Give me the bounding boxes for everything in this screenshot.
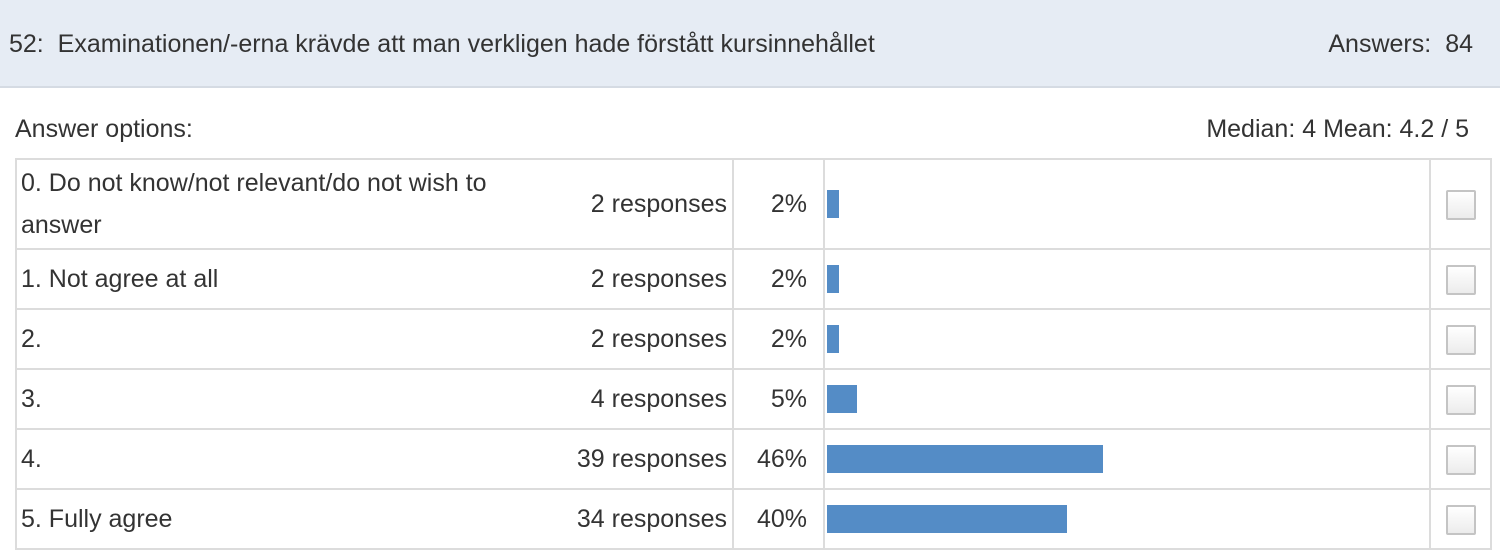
answers-count: 84 (1445, 30, 1473, 58)
option-label: 2. (21, 325, 42, 353)
select-checkbox[interactable] (1445, 325, 1476, 356)
response-count: 34 responses (576, 505, 727, 533)
question-number: 52: (9, 30, 44, 58)
question-header: 52: Examinationen/-erna krävde att man v… (0, 0, 1500, 88)
bar-cell (823, 488, 1431, 550)
option-cell: 3. 4 responses (15, 368, 733, 430)
percentage: 40% (732, 488, 825, 550)
response-bar (827, 190, 839, 218)
response-count: 2 responses (590, 325, 727, 353)
option-label: 5. Fully agree (21, 505, 173, 533)
response-bar (827, 385, 857, 413)
checkbox-cell (1429, 428, 1492, 490)
option-label: 0. Do not know/not relevant/do not wish … (21, 169, 487, 239)
question-title: 52: Examinationen/-erna krävde att man v… (9, 29, 875, 59)
table-row: 4. 39 responses 46% (15, 428, 1492, 490)
select-checkbox[interactable] (1445, 265, 1476, 296)
select-checkbox[interactable] (1445, 385, 1476, 416)
option-cell: 5. Fully agree 34 responses (15, 488, 733, 550)
option-label: 1. Not agree at all (21, 265, 219, 293)
response-bar (827, 265, 839, 293)
response-bar (827, 325, 839, 353)
checkbox-cell (1429, 308, 1492, 370)
bar-cell (823, 158, 1431, 250)
checkbox-cell (1429, 158, 1492, 250)
option-label: 3. (21, 385, 42, 413)
percentage: 2% (732, 248, 825, 310)
option-cell: 2. 2 responses (15, 308, 733, 370)
select-checkbox[interactable] (1445, 190, 1476, 221)
option-cell: 4. 39 responses (15, 428, 733, 490)
results-table: 0. Do not know/not relevant/do not wish … (15, 158, 1492, 550)
option-cell: 1. Not agree at all 2 responses (15, 248, 733, 310)
table-row: 1. Not agree at all 2 responses 2% (15, 248, 1492, 310)
response-count: 2 responses (590, 265, 727, 293)
table-row: 3. 4 responses 5% (15, 368, 1492, 430)
response-count: 39 responses (576, 445, 727, 473)
answer-options-label: Answer options: (15, 115, 193, 143)
answers-summary: Answers: 84 (1328, 29, 1473, 59)
select-checkbox[interactable] (1445, 445, 1476, 476)
option-cell: 0. Do not know/not relevant/do not wish … (15, 158, 733, 250)
checkbox-cell (1429, 368, 1492, 430)
checkbox-cell (1429, 488, 1492, 550)
response-bar (827, 445, 1103, 473)
option-label: 4. (21, 445, 42, 473)
response-count: 2 responses (590, 190, 727, 218)
percentage: 2% (732, 158, 825, 250)
table-row: 2. 2 responses 2% (15, 308, 1492, 370)
table-row: 0. Do not know/not relevant/do not wish … (15, 158, 1492, 250)
select-checkbox[interactable] (1445, 505, 1476, 536)
response-count: 4 responses (590, 385, 727, 413)
statistics-summary: Median: 4 Mean: 4.2 / 5 (1206, 115, 1469, 143)
percentage: 46% (732, 428, 825, 490)
table-row: 5. Fully agree 34 responses 40% (15, 488, 1492, 550)
bar-cell (823, 428, 1431, 490)
question-text: Examinationen/-erna krävde att man verkl… (57, 30, 875, 58)
bar-cell (823, 308, 1431, 370)
percentage: 2% (732, 308, 825, 370)
bar-cell (823, 368, 1431, 430)
checkbox-cell (1429, 248, 1492, 310)
response-bar (827, 505, 1067, 533)
percentage: 5% (732, 368, 825, 430)
answers-label: Answers: (1328, 30, 1432, 58)
bar-cell (823, 248, 1431, 310)
